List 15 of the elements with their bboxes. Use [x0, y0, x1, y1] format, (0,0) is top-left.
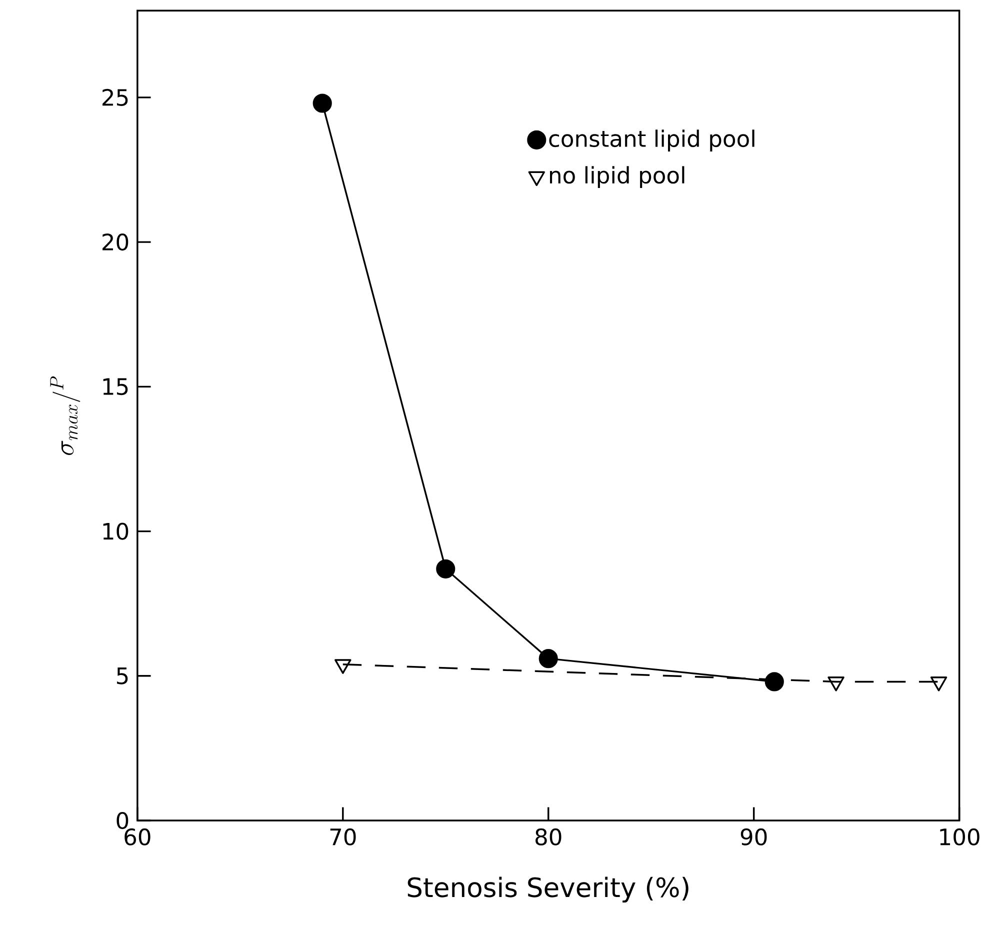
x-tick-label: 80 [536, 828, 562, 846]
y-tick-label: 0 [116, 812, 128, 830]
y-tick-label: 20 [102, 234, 128, 251]
y-tick-label: 25 [102, 88, 128, 106]
x-tick-label: 90 [740, 828, 767, 846]
x-tick-label: 100 [940, 828, 980, 846]
y-axis-title: $\sigma_{max}/^{P}$ [50, 376, 80, 456]
legend-label: constant lipid pool [549, 130, 754, 152]
y-tick-label: 10 [103, 522, 128, 540]
legend-label: no lipid pool [550, 166, 684, 188]
y-tick-label: 15 [103, 378, 128, 396]
y-tick-label: 5 [117, 668, 128, 684]
x-axis-title: Stenosis Severity (%) [408, 876, 688, 903]
x-tick-label: 70 [330, 828, 356, 846]
x-tick-label: 60 [124, 828, 150, 846]
